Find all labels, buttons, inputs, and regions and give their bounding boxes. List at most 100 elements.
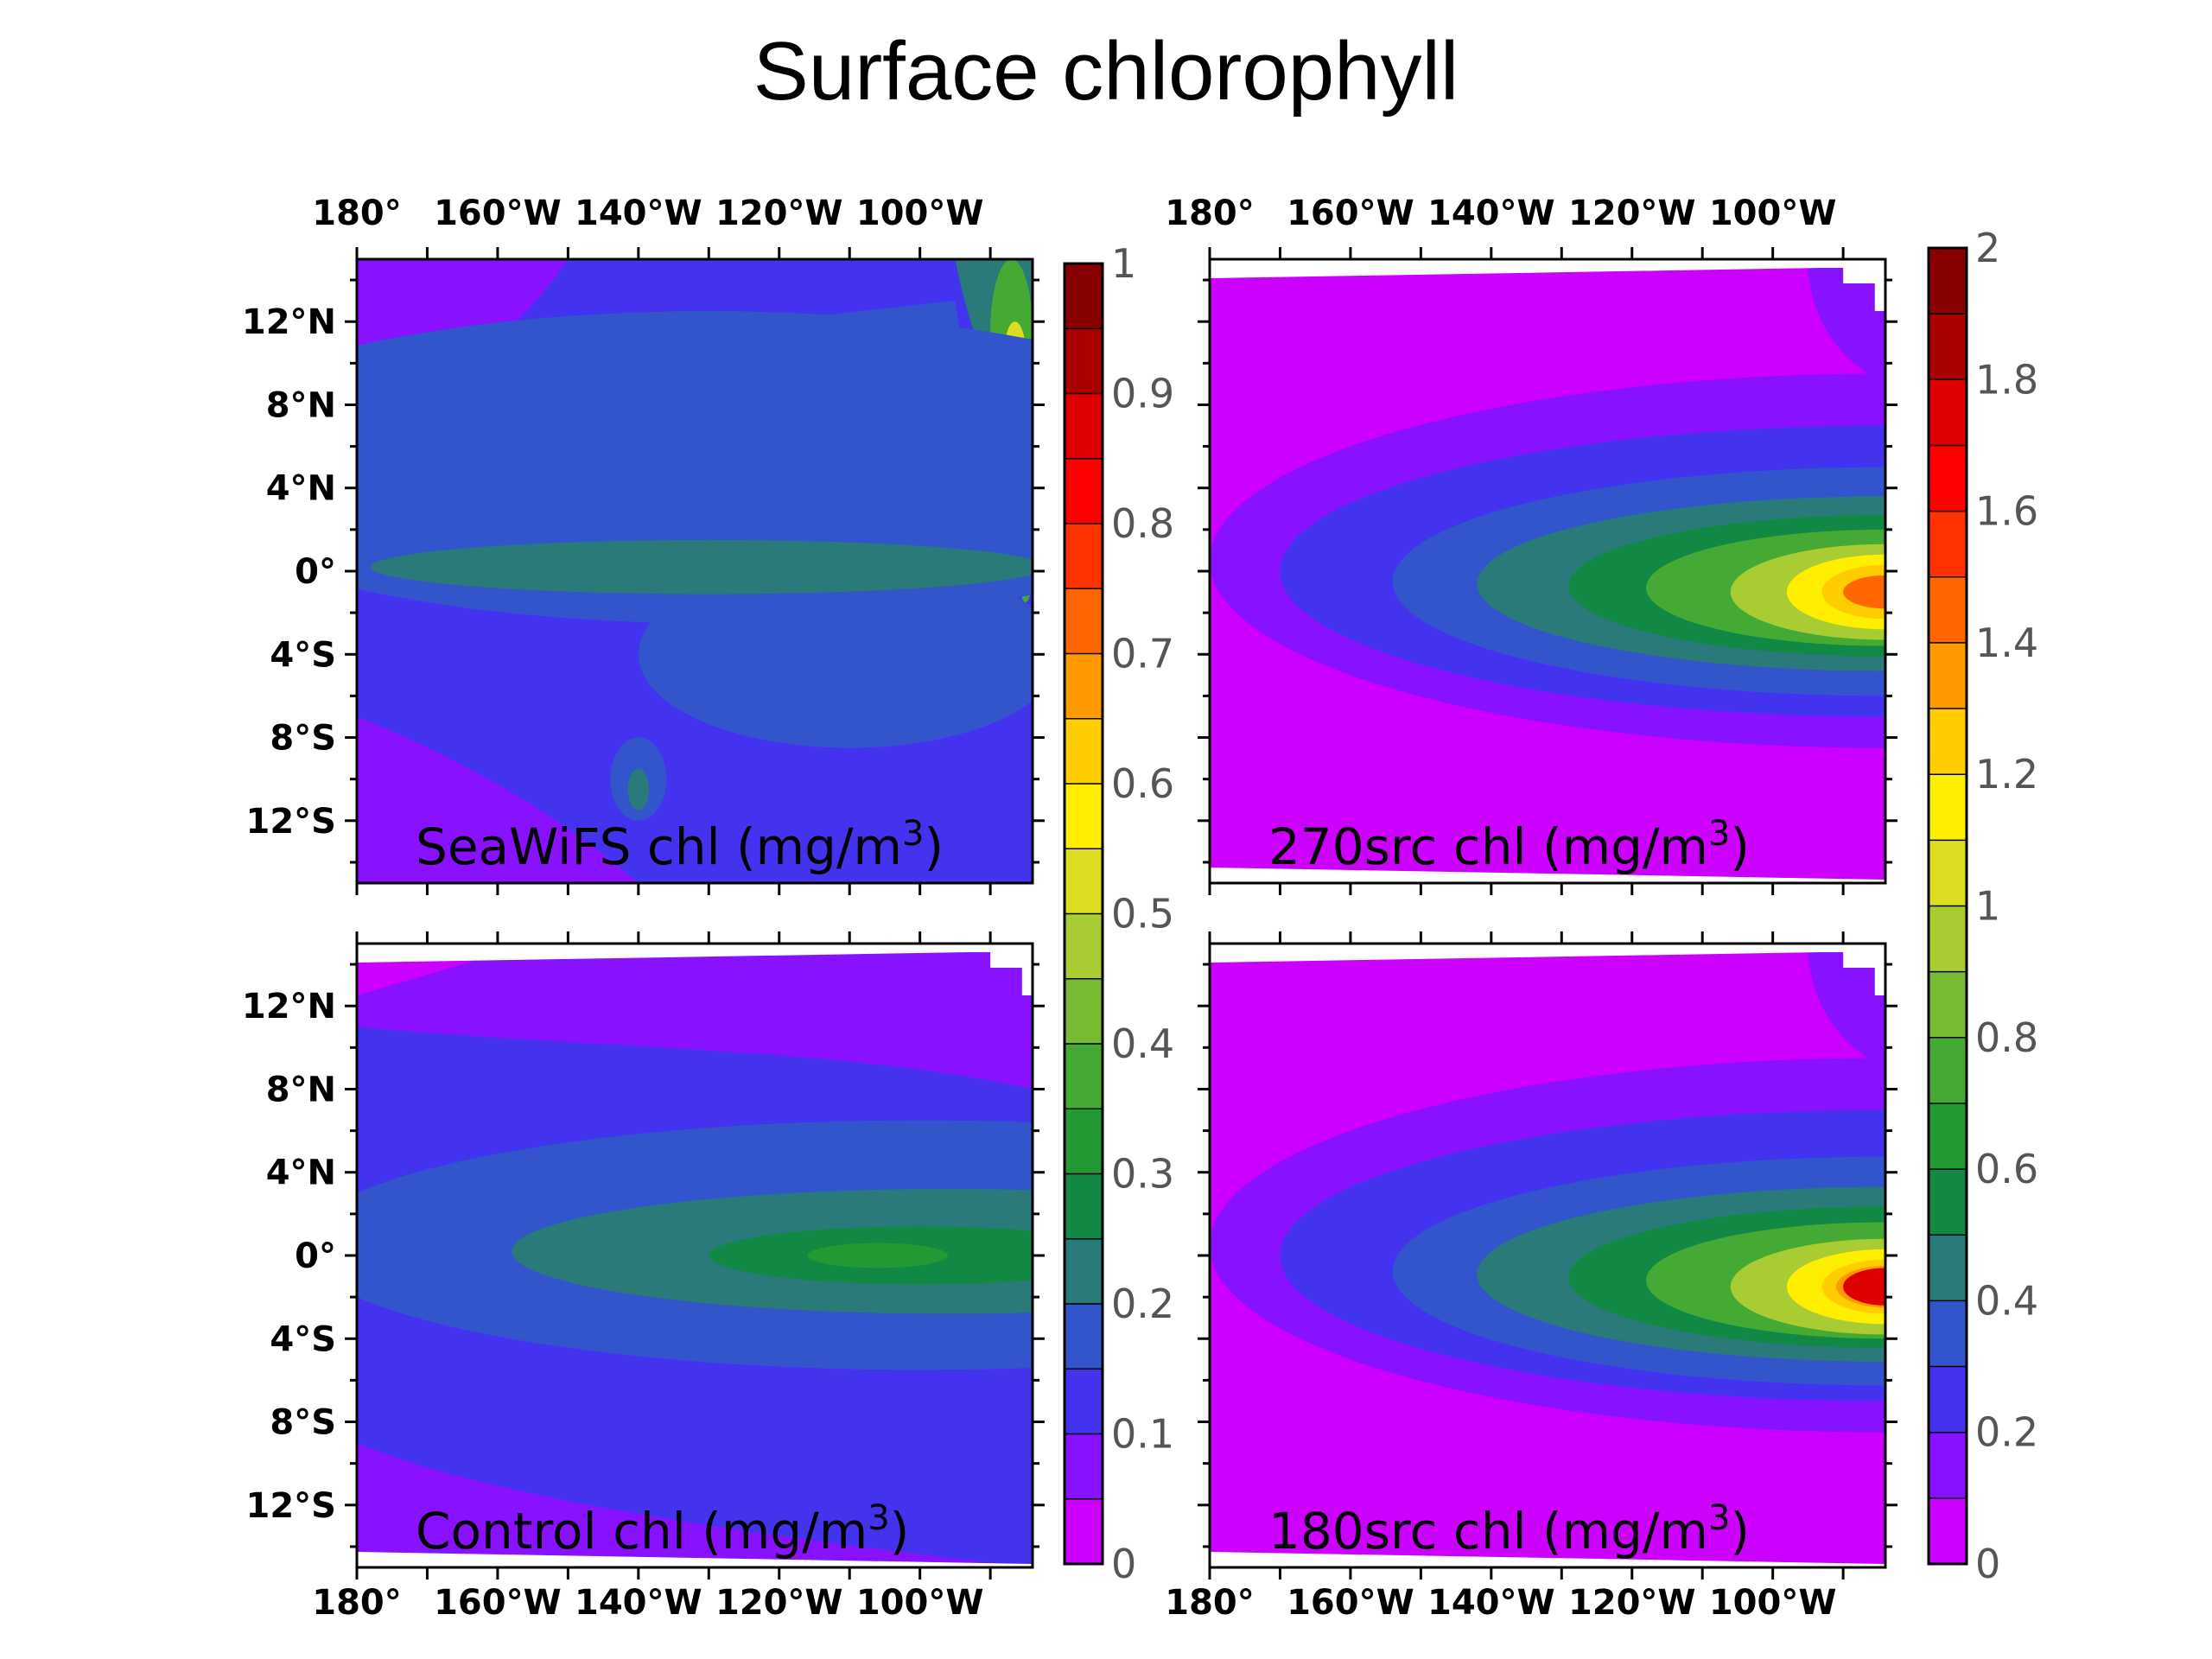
colorbar-swatch — [1065, 1369, 1103, 1434]
x-tick-label: 120°W — [715, 194, 843, 233]
colorbar-label: 0.2 — [1111, 1281, 1174, 1327]
x-tick-label: 140°W — [1427, 194, 1555, 233]
panel-label: SeaWiFS chl (mg/m3) — [416, 814, 944, 876]
colorbar-swatch — [1065, 328, 1103, 394]
colorbar-swatch — [1065, 588, 1103, 654]
colorbar-label: 0.1 — [1111, 1411, 1174, 1458]
x-tick-label: 160°W — [1287, 194, 1414, 233]
colorbar-label: 0.3 — [1111, 1151, 1174, 1198]
x-tick-label: 100°W — [856, 1583, 984, 1623]
colorbar-label: 1 — [1111, 240, 1136, 287]
field-contour — [1808, 259, 1885, 385]
colorbar-swatch — [1929, 445, 1967, 512]
colorbar-label: 1.2 — [1975, 751, 2038, 798]
colorbar-label: 0.6 — [1975, 1146, 2038, 1192]
panel-control: 180° 160°W 140°W 120°W 100°W 12°N 8°N 4°N 0° 4°S 8… — [242, 931, 1045, 1623]
field-0 — [357, 259, 1033, 883]
colorbar-swatch — [1929, 642, 1967, 709]
land-mask — [357, 1552, 1033, 1567]
y-tick-label: 4°N — [266, 1154, 336, 1193]
colorbar-swatch — [1929, 1432, 1967, 1499]
colorbar-swatch — [1065, 784, 1103, 849]
field-1 — [1210, 259, 1885, 883]
colorbar-label: 1.6 — [1975, 488, 2038, 535]
y-tick-label: 8°S — [270, 1403, 336, 1443]
colorbar-label: 0.8 — [1111, 500, 1174, 547]
x-tick-label: 120°W — [1568, 1583, 1696, 1623]
colorbar-swatch — [1929, 1235, 1967, 1301]
colorbar-swatch — [1065, 1044, 1103, 1109]
colorbar-swatch — [1065, 653, 1103, 720]
x-tick-label: 140°W — [575, 1583, 702, 1623]
y-tick-label: 12°S — [246, 1486, 336, 1526]
y-tick-label: 8°N — [266, 385, 336, 425]
x-tick-label: 180° — [312, 1583, 402, 1623]
colorbar-swatch — [1929, 1037, 1967, 1104]
colorbar-swatch — [1929, 906, 1967, 973]
field-contour — [371, 539, 1033, 594]
colorbar-swatch — [1065, 1238, 1103, 1305]
x-tick-label: 140°W — [575, 194, 702, 233]
colorbar-swatch — [1929, 379, 1967, 446]
colorbar-swatch — [1929, 1366, 1967, 1433]
colorbar-label: 1 — [1975, 883, 2000, 930]
y-tick-label: 4°S — [270, 1319, 336, 1359]
colorbar-frame — [1063, 262, 1104, 1566]
panel-seawifs: 180° 160°W 140°W 120°W 100°W 12°N 8°N 4°N 0° 4°S 8… — [242, 194, 1045, 895]
colorbar-label: 0.9 — [1111, 371, 1174, 417]
colorbar-swatch — [1065, 718, 1103, 785]
panel-180src: 180° 160°W 140°W 120°W 100°W 180src chl (mg/m… — [1165, 931, 1897, 1623]
panel-label: 180src chl (mg/m3) — [1268, 1498, 1750, 1560]
x-tick-label: 180° — [1165, 1583, 1255, 1623]
x-tick-label: 160°W — [1287, 1583, 1414, 1623]
colorbar-label: 1.8 — [1975, 356, 2038, 403]
field-contour — [638, 560, 1033, 748]
colorbar-label: 0.4 — [1111, 1020, 1174, 1067]
y-tick-label: 4°N — [266, 469, 336, 509]
panel-270src: 180° 160°W 140°W 120°W 100°W 270src chl (mg/m… — [1165, 194, 1897, 895]
colorbar-swatch — [1065, 1304, 1103, 1370]
colorbar-swatch — [1929, 1300, 1967, 1368]
field-contour — [1808, 944, 1885, 1069]
colorbar-swatch — [1929, 1169, 1967, 1236]
colorbar-swatch — [1065, 264, 1103, 329]
x-tick-label: 100°W — [856, 194, 984, 233]
y-tick-label: 12°S — [246, 802, 336, 842]
colorbar-swatch — [1065, 1498, 1103, 1565]
land-mask — [1874, 944, 1885, 995]
y-tick-label: 12°N — [242, 302, 336, 342]
x-tick-label: 120°W — [1568, 194, 1696, 233]
field-contour — [627, 768, 650, 810]
land-mask — [1210, 1552, 1885, 1567]
x-tick-label: 160°W — [434, 1583, 562, 1623]
panel-label: 270src chl (mg/m3) — [1268, 814, 1750, 876]
x-tick-label: 100°W — [1709, 1583, 1837, 1623]
field-contour — [357, 716, 639, 883]
colorbar-label: 1.4 — [1975, 620, 2038, 666]
colorbar-swatch — [1929, 774, 1967, 841]
colorbar-label: 0.7 — [1111, 631, 1174, 677]
x-tick-label: 100°W — [1709, 194, 1837, 233]
field-3 — [1210, 944, 1885, 1567]
colorbar-label: 0.8 — [1975, 1014, 2038, 1061]
land-mask — [1210, 868, 1885, 883]
land-mask — [357, 944, 1033, 963]
field-contour — [807, 1243, 949, 1268]
colorbar-swatch — [1065, 458, 1103, 524]
colorbar-swatch — [1929, 576, 1967, 644]
colorbar-frame — [1927, 246, 1968, 1566]
colorbar-swatch — [1065, 978, 1103, 1045]
colorbar-swatch — [1065, 1109, 1103, 1174]
y-tick-label: 0° — [295, 1236, 336, 1276]
land-mask — [1021, 944, 1033, 995]
colorbar-swatch — [1065, 524, 1103, 589]
y-tick-label: 8°S — [270, 719, 336, 759]
colorbar-swatch — [1929, 248, 1967, 315]
x-tick-label: 180° — [1165, 194, 1255, 233]
x-tick-label: 120°W — [715, 1583, 843, 1623]
colorbar-label: 2 — [1975, 225, 2000, 271]
colorbar-label: 0 — [1111, 1541, 1136, 1587]
y-tick-label: 4°S — [270, 635, 336, 675]
x-tick-label: 160°W — [434, 194, 562, 233]
panel-label: Control chl (mg/m3) — [416, 1498, 909, 1560]
